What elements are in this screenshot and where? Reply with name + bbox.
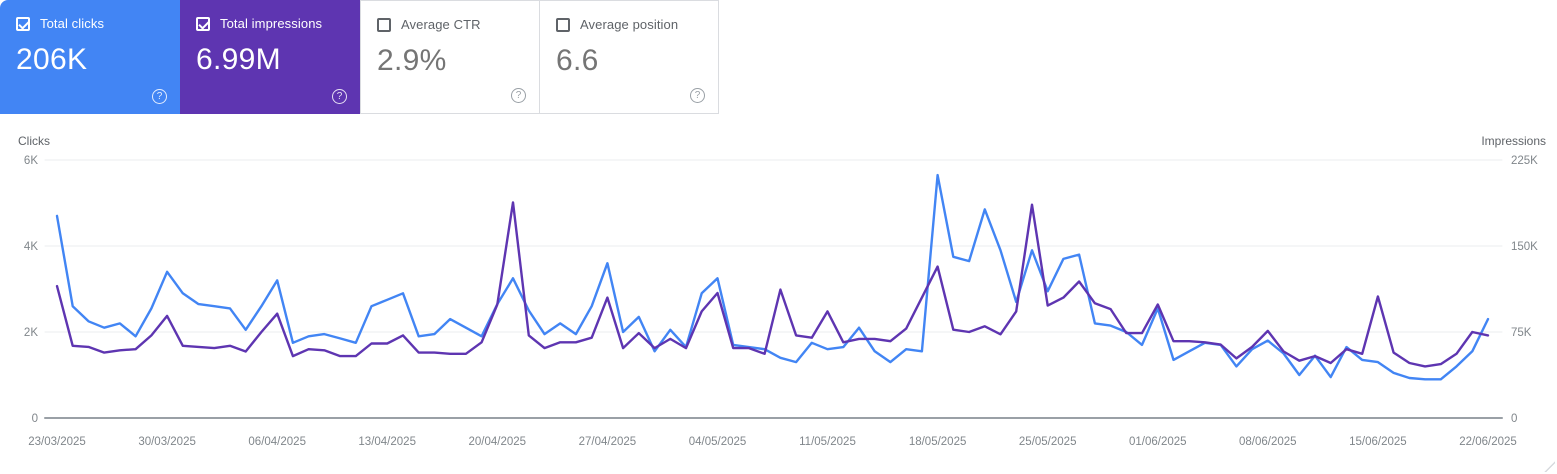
svg-text:06/04/2025: 06/04/2025 xyxy=(248,436,306,448)
card-average-ctr-label: Average CTR xyxy=(401,17,481,32)
card-total-clicks-value: 206K xyxy=(16,43,88,76)
card-average-position-header: Average position xyxy=(556,17,702,32)
card-average-ctr-header: Average CTR xyxy=(377,17,523,32)
svg-text:15/06/2025: 15/06/2025 xyxy=(1349,436,1407,448)
card-total-impressions-label: Total impressions xyxy=(220,16,323,31)
checkbox-average-position[interactable] xyxy=(556,17,570,32)
help-icon[interactable] xyxy=(690,88,705,103)
card-total-impressions-header: Total impressions xyxy=(196,16,344,31)
svg-text:2K: 2K xyxy=(24,327,38,339)
help-icon[interactable] xyxy=(332,89,347,104)
checkbox-average-ctr[interactable] xyxy=(377,17,391,32)
svg-text:20/04/2025: 20/04/2025 xyxy=(469,436,527,448)
card-total-clicks-header: Total clicks xyxy=(16,16,164,31)
svg-text:23/03/2025: 23/03/2025 xyxy=(28,436,86,448)
card-total-clicks-label: Total clicks xyxy=(40,16,105,31)
help-icon[interactable] xyxy=(152,89,167,104)
svg-text:27/04/2025: 27/04/2025 xyxy=(579,436,637,448)
svg-text:13/04/2025: 13/04/2025 xyxy=(358,436,416,448)
svg-text:30/03/2025: 30/03/2025 xyxy=(138,436,196,448)
card-total-clicks[interactable]: Total clicks 206K xyxy=(0,0,180,114)
metric-cards: Total clicks 206K Total impressions 6.99… xyxy=(0,0,719,114)
svg-text:01/06/2025: 01/06/2025 xyxy=(1129,436,1187,448)
svg-text:150K: 150K xyxy=(1511,241,1538,253)
svg-text:225K: 225K xyxy=(1511,155,1538,167)
svg-text:18/05/2025: 18/05/2025 xyxy=(909,436,967,448)
card-average-position-value: 6.6 xyxy=(556,44,599,77)
card-total-impressions[interactable]: Total impressions 6.99M xyxy=(180,0,360,114)
card-average-ctr[interactable]: Average CTR 2.9% xyxy=(360,0,540,114)
svg-text:Clicks: Clicks xyxy=(18,134,50,148)
svg-text:4K: 4K xyxy=(24,241,38,253)
card-average-position[interactable]: Average position 6.6 xyxy=(539,0,719,114)
resize-grip-icon xyxy=(1541,458,1555,472)
checkbox-total-clicks[interactable] xyxy=(16,16,30,31)
card-total-impressions-value: 6.99M xyxy=(196,43,281,76)
card-average-position-label: Average position xyxy=(580,17,679,32)
checkbox-total-impressions[interactable] xyxy=(196,16,210,31)
card-average-ctr-value: 2.9% xyxy=(377,44,447,77)
svg-text:22/06/2025: 22/06/2025 xyxy=(1459,436,1517,448)
svg-text:Impressions: Impressions xyxy=(1481,134,1546,148)
svg-text:04/05/2025: 04/05/2025 xyxy=(689,436,747,448)
svg-text:25/05/2025: 25/05/2025 xyxy=(1019,436,1077,448)
svg-text:75K: 75K xyxy=(1511,327,1532,339)
performance-chart-canvas[interactable]: Clicks Impressions 6K 4K 2K 0 225K 150K 75K 0 23/0… xyxy=(0,115,1557,474)
svg-text:08/06/2025: 08/06/2025 xyxy=(1239,436,1297,448)
svg-text:11/05/2025: 11/05/2025 xyxy=(799,436,856,448)
svg-text:0: 0 xyxy=(32,413,38,425)
performance-chart[interactable]: Clicks Impressions 6K 4K 2K 0 225K 150K 75K 0 23/0… xyxy=(0,115,1557,474)
svg-text:0: 0 xyxy=(1511,413,1517,425)
help-icon[interactable] xyxy=(511,88,526,103)
svg-text:6K: 6K xyxy=(24,155,38,167)
